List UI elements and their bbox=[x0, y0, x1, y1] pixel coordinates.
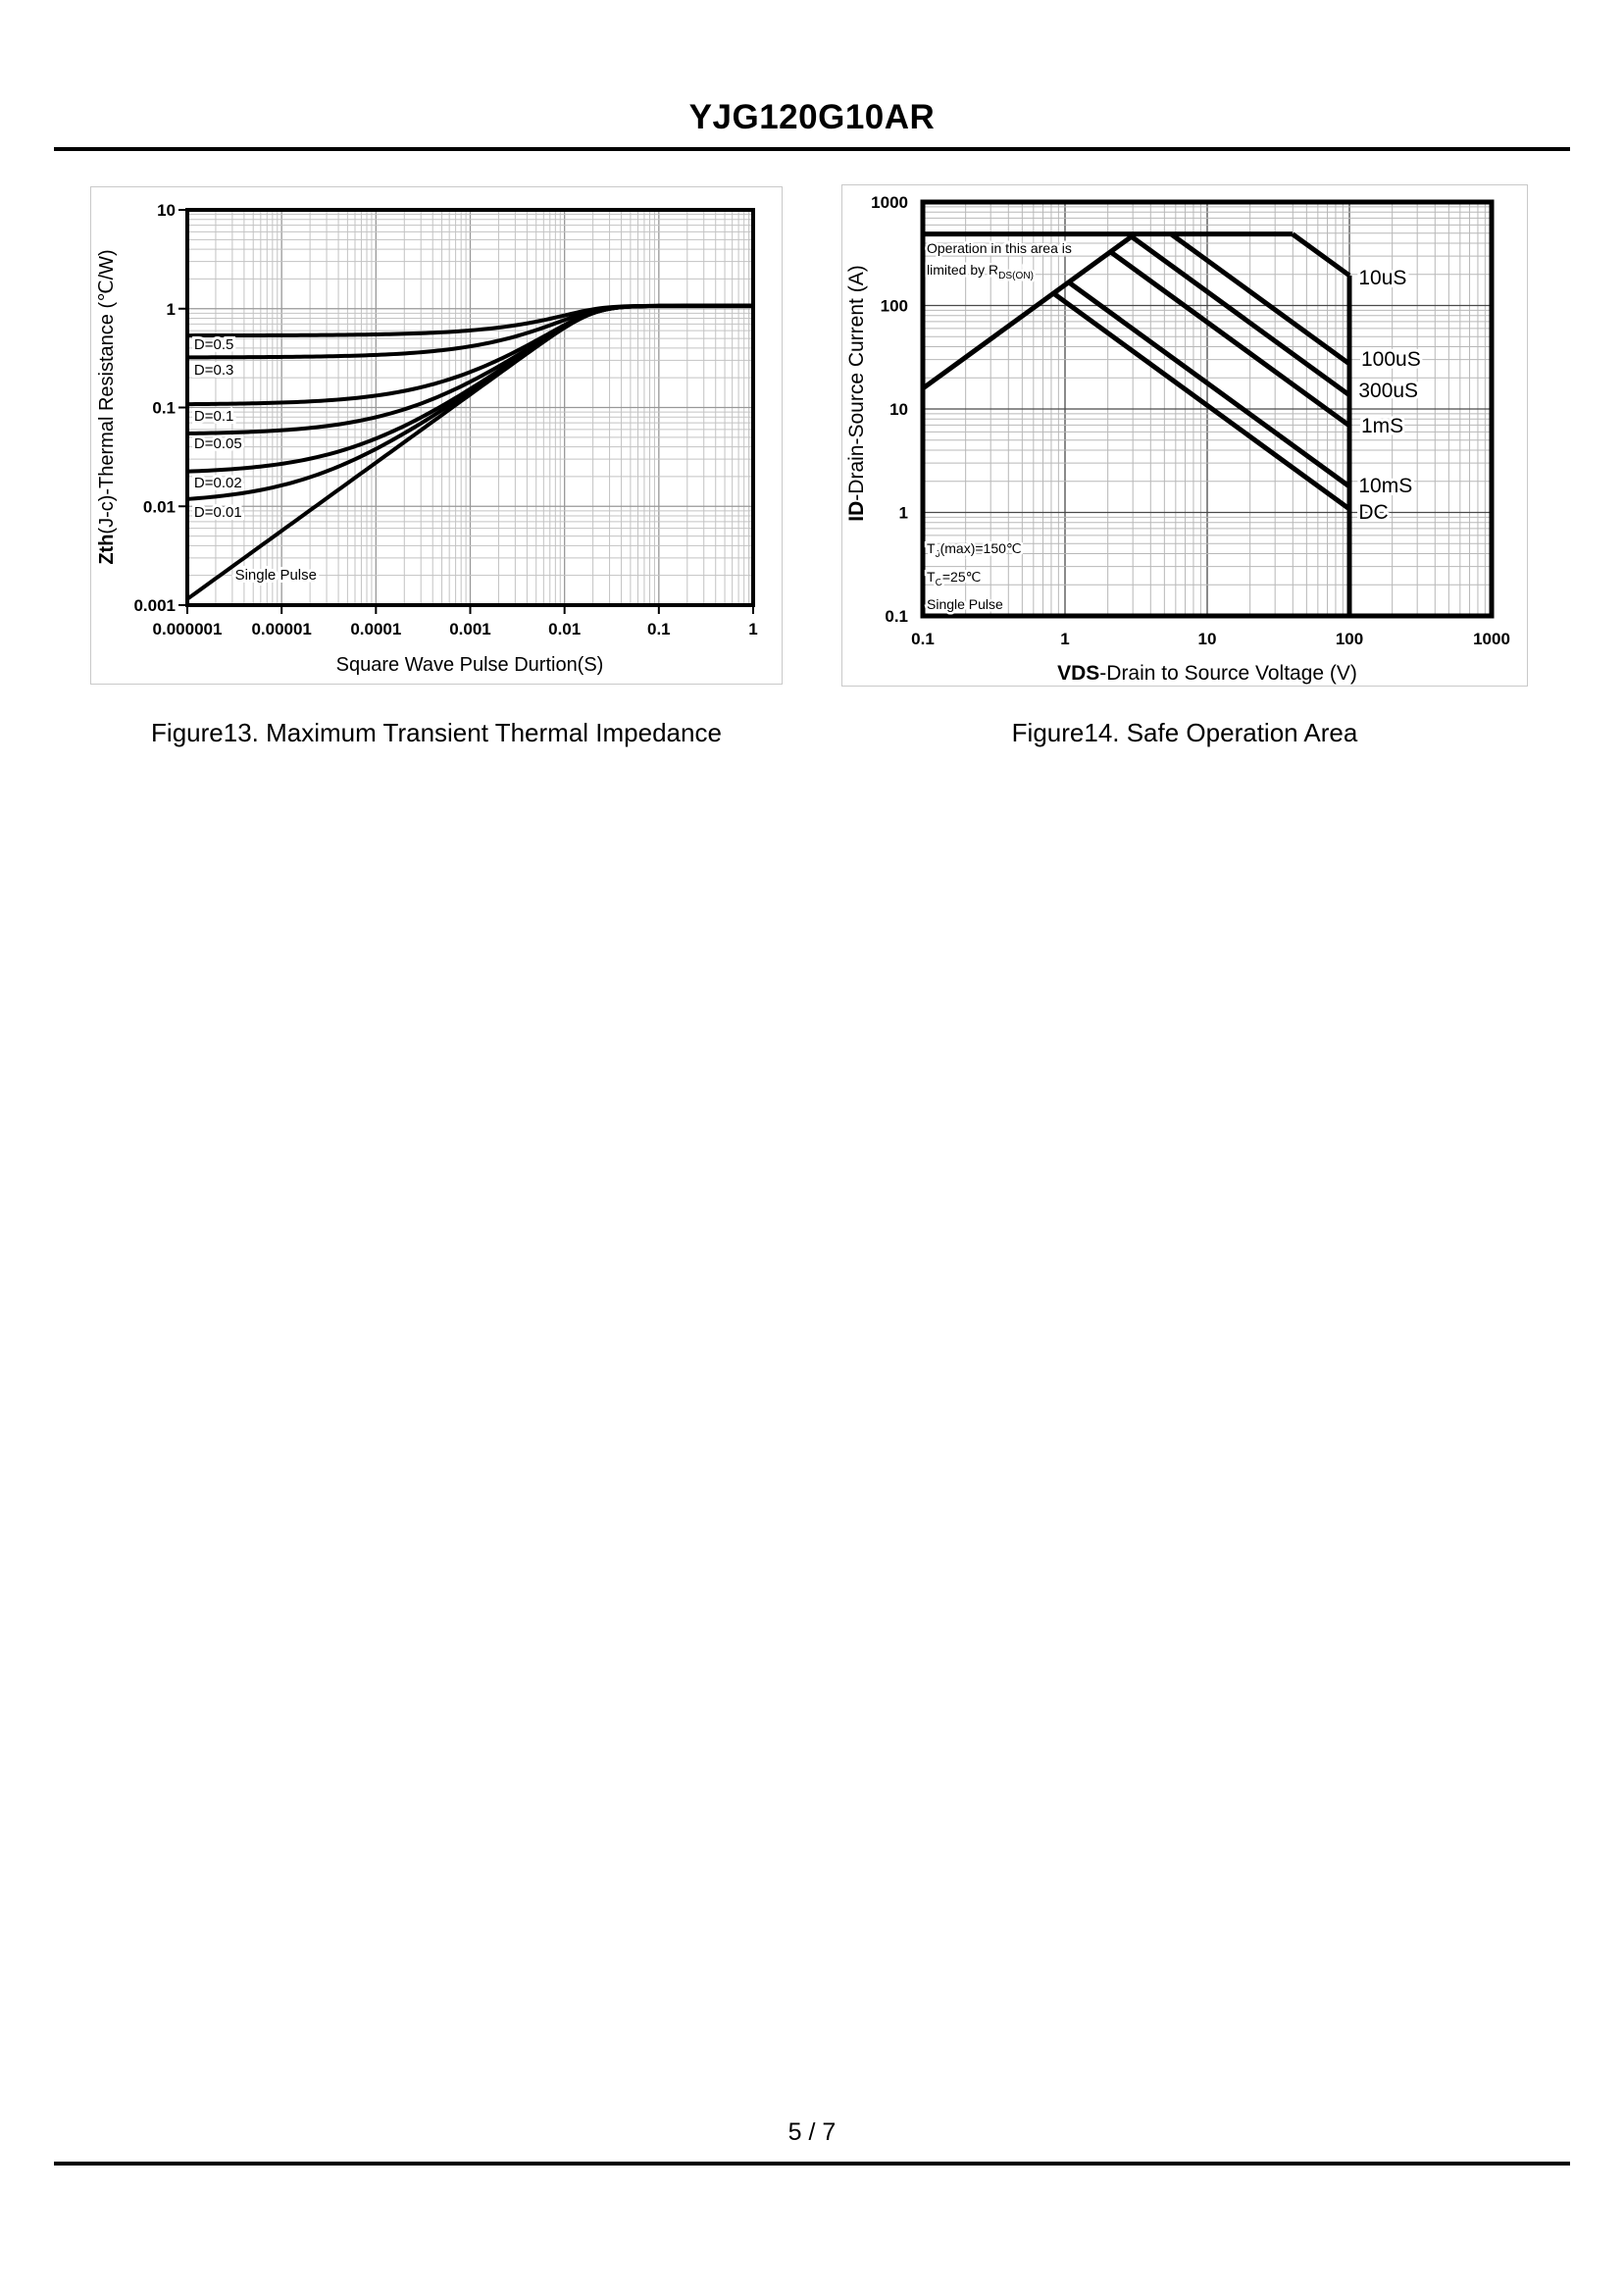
curve-rds_on_limit_line bbox=[921, 231, 1137, 391]
x-axis-title: Square Wave Pulse Durtion(S) bbox=[336, 654, 604, 676]
curve-label-D=0.1: D=0.1 bbox=[194, 408, 233, 425]
y-tick-label: 0.1 bbox=[152, 399, 176, 418]
y-axis-title: Zth(J-c)-Thermal Resistance (℃/W) bbox=[96, 249, 118, 564]
y-axis-title: ID-Drain-Source Current (A) bbox=[845, 265, 868, 521]
curve-1mS bbox=[1108, 249, 1351, 429]
annotation: Single Pulse bbox=[927, 596, 1003, 612]
figure14-soa-chart: 0.1 1 10 100 1000 1000 100 10 1 0.1 VDS-Drain to S… bbox=[842, 185, 1527, 685]
y-tick-label: 1000 bbox=[871, 193, 908, 212]
gridlines bbox=[187, 210, 753, 605]
annotation: Operation in this area is bbox=[927, 240, 1072, 256]
curve-label-Single Pulse: Single Pulse bbox=[235, 567, 317, 584]
footer-divider bbox=[54, 2162, 1570, 2166]
x-tick-label: 10 bbox=[1198, 630, 1217, 648]
y-tick-label: 10 bbox=[157, 201, 176, 220]
curve-labels: 10uS 100uS 300uS 1mS 10mS DC bbox=[1355, 264, 1423, 527]
curve-label-D=0.01: D=0.01 bbox=[194, 504, 242, 521]
annotation: TJ(max)=150℃ bbox=[927, 540, 1022, 560]
curve-label-100uS: 100uS bbox=[1361, 348, 1421, 371]
curve-label-10uS: 10uS bbox=[1358, 267, 1406, 289]
figure14-caption: Figure14. Safe Operation Area bbox=[1011, 718, 1358, 747]
curve-label-DC: DC bbox=[1358, 501, 1388, 524]
curve-300uS bbox=[1130, 234, 1351, 397]
curve-label-10mS: 10mS bbox=[1358, 475, 1412, 497]
y-tick-label: 0.01 bbox=[143, 497, 176, 516]
x-tick-label: 1 bbox=[748, 620, 757, 638]
x-tick-label: 0.1 bbox=[647, 620, 671, 638]
curve-10mS bbox=[1067, 280, 1351, 489]
curve-100uS bbox=[1169, 231, 1351, 367]
curve-label-D=0.02: D=0.02 bbox=[194, 475, 242, 491]
curve-10uS bbox=[1291, 231, 1351, 278]
figure13-box: 0.000001 0.00001 0.0001 0.001 0.01 0.1 1 10 1 0.1… bbox=[90, 186, 783, 685]
y-tick-label: 10 bbox=[889, 400, 908, 419]
curve-label-D=0.05: D=0.05 bbox=[194, 435, 242, 452]
x-tick-label: 0.00001 bbox=[251, 620, 311, 638]
x-tick-label: 0.000001 bbox=[153, 620, 223, 638]
page-number: 5 / 7 bbox=[787, 2118, 837, 2146]
x-tick-label: 100 bbox=[1336, 630, 1363, 648]
x-tick-label: 0.001 bbox=[449, 620, 491, 638]
curve-labels: D=0.5 D=0.3 D=0.1 D=0.05 D=0.02 D=0.01 Single … bbox=[191, 333, 320, 586]
safe-operation-area-svg: 0.1 1 10 100 1000 1000 100 10 1 0.1 VDS-Drain to S… bbox=[845, 193, 1510, 685]
figure14-box: 0.1 1 10 100 1000 1000 100 10 1 0.1 VDS-Drain to S… bbox=[841, 184, 1528, 687]
y-tick-label: 0.1 bbox=[885, 607, 908, 626]
curve-label-300uS: 300uS bbox=[1358, 380, 1418, 402]
page-title: YJG120G10AR bbox=[688, 98, 936, 136]
y-tick-label: 1 bbox=[167, 300, 176, 319]
curve-Single Pulse bbox=[185, 303, 753, 601]
axis-ticks: 0.1 1 10 100 1000 1000 100 10 1 0.1 bbox=[871, 193, 1510, 648]
y-tick-label: 100 bbox=[881, 297, 908, 316]
x-axis-title: VDS-Drain to Source Voltage (V) bbox=[1057, 662, 1357, 685]
curve-label-1mS: 1mS bbox=[1361, 415, 1403, 437]
curve-label-D=0.5: D=0.5 bbox=[194, 336, 233, 353]
max-transient-thermal-impedance-svg: 0.000001 0.00001 0.0001 0.001 0.01 0.1 1 10 1 0.1… bbox=[96, 201, 758, 676]
x-tick-label: 0.01 bbox=[548, 620, 581, 638]
series-curves bbox=[185, 303, 753, 601]
x-tick-label: 0.0001 bbox=[350, 620, 401, 638]
x-tick-label: 0.1 bbox=[911, 630, 935, 648]
header-divider bbox=[54, 147, 1570, 151]
figure13-thermal-impedance-chart: 0.000001 0.00001 0.0001 0.001 0.01 0.1 1 10 1 0.1… bbox=[91, 187, 782, 683]
axis-ticks: 0.000001 0.00001 0.0001 0.001 0.01 0.1 1 10 1 0.1… bbox=[133, 201, 757, 638]
y-tick-label: 1 bbox=[899, 504, 908, 523]
plot-border bbox=[185, 208, 755, 607]
series-curves bbox=[921, 231, 1352, 616]
figure13-caption: Figure13. Maximum Transient Thermal Impe… bbox=[151, 718, 722, 747]
x-tick-label: 1000 bbox=[1473, 630, 1510, 648]
curve-label-D=0.3: D=0.3 bbox=[194, 362, 233, 379]
plot-border bbox=[920, 199, 1495, 619]
y-tick-label: 0.001 bbox=[133, 596, 176, 615]
annotation: TC=25℃ bbox=[927, 569, 981, 588]
x-tick-label: 1 bbox=[1060, 630, 1069, 648]
annotation: limited by RDS(ON) bbox=[927, 262, 1034, 281]
curve-DC bbox=[1051, 291, 1351, 511]
